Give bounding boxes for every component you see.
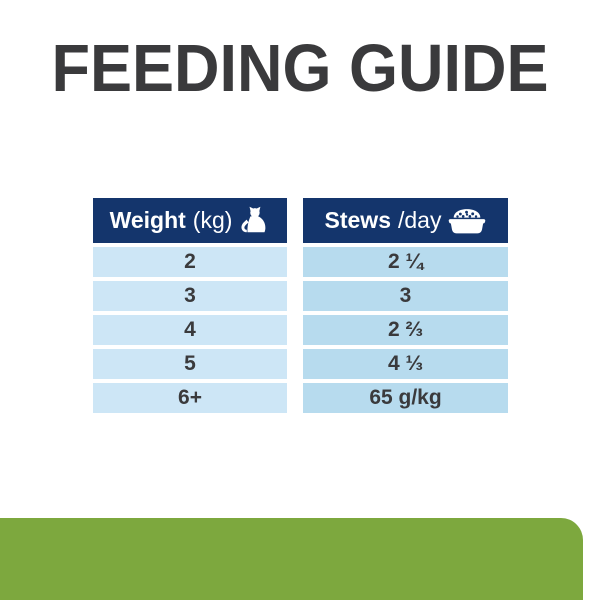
column-header-stews: Stews /day — [303, 198, 508, 243]
weight-cell: 6+ — [93, 383, 287, 413]
stews-cell: 4 ⅓ — [303, 349, 508, 379]
food-bowl-icon — [449, 209, 486, 234]
page-title: FEEDING GUIDE — [51, 31, 549, 106]
weight-cell: 3 — [93, 281, 287, 311]
stews-cell: 2 ⅔ — [303, 315, 508, 345]
cat-icon — [241, 206, 266, 233]
stews-cell: 65 g/kg — [303, 383, 508, 413]
weight-cell: 4 — [93, 315, 287, 345]
stews-cell: 2 ¼ — [303, 247, 508, 277]
stews-header-label: Stews — [324, 207, 391, 233]
stews-header-unit: /day — [398, 207, 442, 233]
weight-header-unit: (kg) — [192, 207, 233, 233]
stews-cell: 3 — [303, 281, 508, 311]
green-footer-bar — [0, 518, 583, 600]
weight-header-label: Weight — [109, 207, 186, 233]
feeding-table: Weight (kg) Stews /day — [93, 198, 508, 413]
weight-cell: 5 — [93, 349, 287, 379]
weight-cell: 2 — [93, 247, 287, 277]
column-header-weight: Weight (kg) — [93, 198, 287, 243]
